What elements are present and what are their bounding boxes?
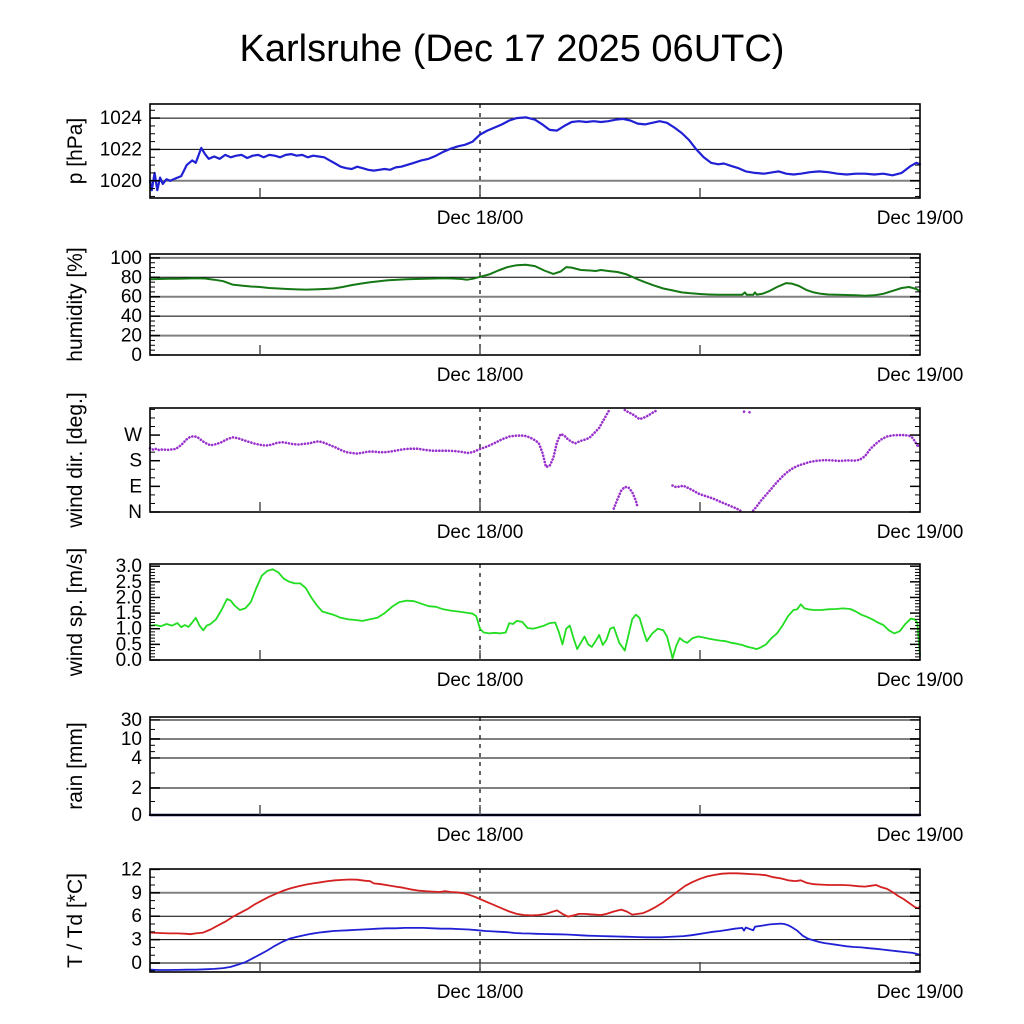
y-tick-label: 3 (131, 930, 142, 951)
y-tick-label: 4 (131, 748, 142, 769)
gridlines (150, 719, 920, 789)
y-axis-title: p [hPa] (64, 118, 87, 185)
x-axis-ticks (259, 650, 701, 660)
y-tick-label: 9 (131, 883, 142, 904)
y-tick-label: E (129, 476, 142, 497)
panel-pressure: 1020 1022 1024 Dec 18/00 Dec 19/00 p [hPa] (64, 103, 964, 229)
x-axis-ticks (259, 345, 701, 355)
y-axis-title: wind sp. [m/s] (64, 548, 87, 677)
y-tick-label: 1.0 (116, 619, 142, 640)
y-tick-label: 2.5 (116, 572, 142, 593)
y-tick-label: W (124, 425, 142, 446)
x-axis-ticks (259, 188, 701, 198)
panel-border (149, 868, 921, 973)
y-axis-title: wind dir. [deg.] (64, 392, 87, 528)
y-tick-label: 100 (110, 248, 142, 269)
gridlines (150, 256, 920, 337)
panel-border (149, 253, 921, 356)
x-axis-label: Dec 19/00 (877, 982, 964, 1003)
figure-title: Karlsruhe (Dec 17 2025 06UTC) (239, 28, 785, 70)
x-axis-label: Dec 19/00 (877, 670, 964, 691)
x-axis-label: Dec 18/00 (437, 365, 524, 386)
y-tick-label: 12 (121, 859, 142, 880)
series-dewpoint (149, 922, 921, 971)
y-tick-label: N (128, 502, 142, 523)
y-axis-title: humidity [%] (64, 247, 87, 361)
y-axis-title: rain [mm] (64, 722, 87, 810)
series-humidity (149, 263, 921, 297)
x-axis-ticks (259, 962, 701, 972)
series-pressure (148, 116, 922, 192)
x-axis-ticks (259, 805, 701, 815)
gridlines (150, 117, 920, 182)
y-tick-label: 1020 (100, 171, 142, 192)
y-axis-ticks: 03 69 12 (121, 859, 920, 974)
y-tick-label: 0 (131, 345, 142, 366)
y-tick-label: 2 (131, 778, 142, 799)
x-axis-label: Dec 18/00 (437, 982, 524, 1003)
y-axis-title: T / Td [*C] (64, 873, 87, 968)
y-tick-label: 40 (121, 306, 142, 327)
y-tick-label: 1.5 (116, 603, 142, 624)
panel-temperature: 03 69 12 Dec 18/00 Dec 19/00 T / Td [*C] (64, 859, 963, 1003)
panel-border (149, 563, 921, 661)
x-axis-label: Dec 18/00 (437, 670, 524, 691)
y-tick-label: 6 (131, 906, 142, 927)
panel-border (149, 103, 921, 199)
y-tick-label: 0.5 (116, 634, 142, 655)
y-tick-label: 0.0 (116, 650, 142, 671)
y-tick-label: 1022 (100, 139, 142, 160)
x-axis-label: Dec 19/00 (877, 825, 964, 846)
series-wind-speed (149, 568, 921, 660)
panel-border (149, 407, 921, 513)
y-tick-label: 80 (121, 267, 142, 288)
y-tick-label: 3.0 (116, 556, 142, 577)
series-wind-direction (148, 407, 922, 512)
y-axis-ticks: 1020 1022 1024 (100, 108, 920, 197)
y-tick-label: 10 (121, 729, 142, 750)
y-tick-label: 20 (121, 326, 142, 347)
y-tick-label: 0 (131, 805, 142, 826)
y-tick-label: 0 (131, 953, 142, 974)
panel-border (149, 716, 921, 816)
y-axis-ticks: 0.00.51.01.52.02.53.0 (116, 556, 920, 671)
y-tick-label: 2.0 (116, 587, 142, 608)
x-axis-label: Dec 18/00 (437, 208, 524, 229)
y-tick-label: 30 (121, 710, 142, 731)
x-axis-label: Dec 19/00 (877, 365, 964, 386)
x-axis-label: Dec 18/00 (437, 522, 524, 543)
series-temperature (149, 872, 921, 936)
y-tick-label: 1024 (100, 108, 143, 129)
y-tick-label: S (129, 451, 142, 472)
x-axis-label: Dec 18/00 (437, 825, 524, 846)
x-axis-label: Dec 19/00 (877, 208, 964, 229)
gridlines (150, 891, 920, 965)
x-axis-label: Dec 19/00 (877, 522, 964, 543)
y-tick-label: 60 (121, 287, 142, 308)
x-axis-ticks (259, 502, 701, 512)
